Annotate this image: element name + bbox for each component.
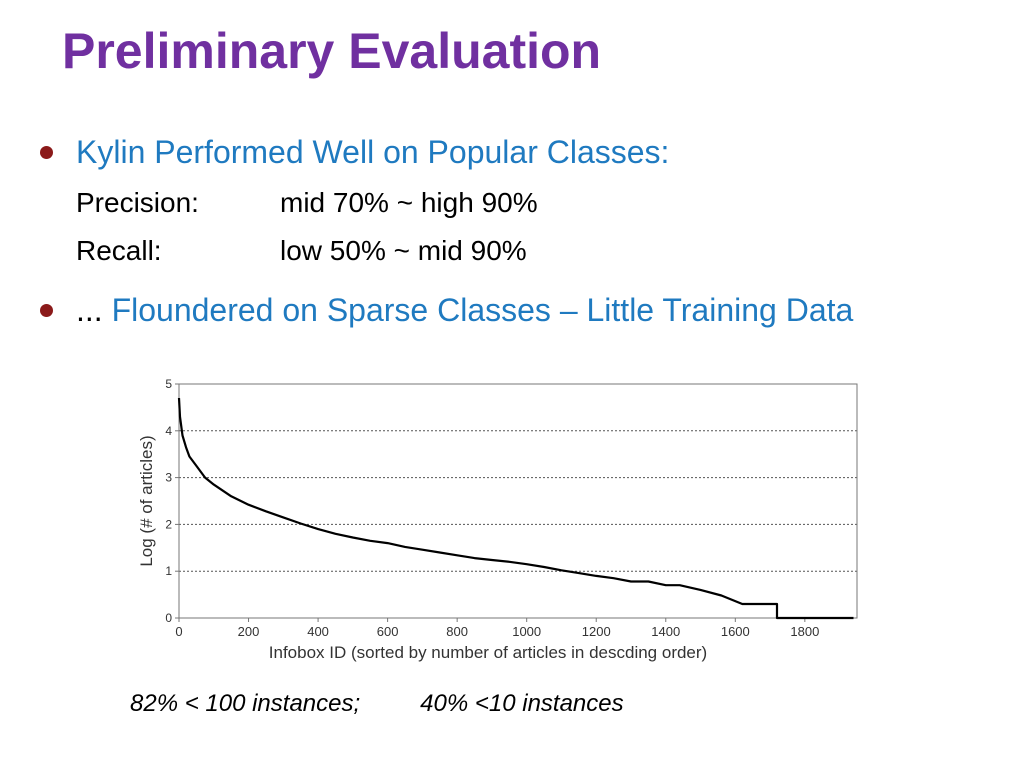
y-axis-label: Log (# of articles): [137, 435, 156, 566]
x-tick-label-800: 800: [446, 624, 468, 639]
articles-distribution-chart: 0 1 2 3 4 5 0 200 400 600 800 1000 1200 1400 1600 1800 I…: [137, 377, 858, 662]
y-tick-label-5: 5: [165, 377, 172, 391]
bullet-text-2: ... Floundered on Sparse Classes – Littl…: [76, 290, 853, 330]
chart-caption: 82% < 100 instances; 40% <10 instances: [130, 690, 624, 718]
x-tick-label-1200: 1200: [582, 624, 611, 639]
x-tick-label-1000: 1000: [512, 624, 541, 639]
y-tick-label-1: 1: [165, 564, 172, 578]
recall-value: low 50% ~ mid 90%: [280, 235, 527, 266]
x-tick-label-1600: 1600: [721, 624, 750, 639]
bullet-item-1: Kylin Performed Well on Popular Classes:: [40, 132, 1000, 172]
slide-title: Preliminary Evaluation: [62, 23, 602, 79]
y-tick-label-2: 2: [165, 517, 172, 531]
bullet-text-1: Kylin Performed Well on Popular Classes:: [76, 134, 670, 170]
bullet-text-2-main: Floundered on Sparse Classes – Little Tr…: [111, 292, 854, 328]
x-tick-label-200: 200: [238, 624, 260, 639]
x-tick-label-600: 600: [377, 624, 399, 639]
caption-left: 82% < 100 instances;: [130, 690, 361, 717]
y-tick-label-4: 4: [165, 424, 172, 438]
y-tick-label-3: 3: [165, 471, 172, 485]
x-tick-label-400: 400: [307, 624, 329, 639]
plot-frame: [178, 383, 858, 619]
recall-label: Recall:: [76, 235, 162, 266]
recall-row: Recall: low 50% ~ mid 90%: [76, 234, 527, 268]
precision-row: Precision: mid 70% ~ high 90%: [76, 186, 538, 220]
x-tick-label-1400: 1400: [651, 624, 680, 639]
caption-right: 40% <10 instances: [420, 690, 624, 717]
precision-value: mid 70% ~ high 90%: [280, 187, 538, 218]
x-tick-label-0: 0: [175, 624, 182, 639]
x-tick-label-1800: 1800: [790, 624, 819, 639]
bullet-item-2: ... Floundered on Sparse Classes – Littl…: [40, 290, 1000, 330]
bullet-dot-icon: [40, 146, 53, 159]
series-line-0: [177, 397, 854, 620]
precision-label: Precision:: [76, 187, 199, 218]
bullet-dot-icon: [40, 304, 53, 317]
y-tick-label-0: 0: [165, 611, 172, 625]
x-axis-label: Infobox ID (sorted by number of articles…: [269, 643, 707, 662]
bullet-lead-ellipsis: ...: [76, 292, 103, 328]
